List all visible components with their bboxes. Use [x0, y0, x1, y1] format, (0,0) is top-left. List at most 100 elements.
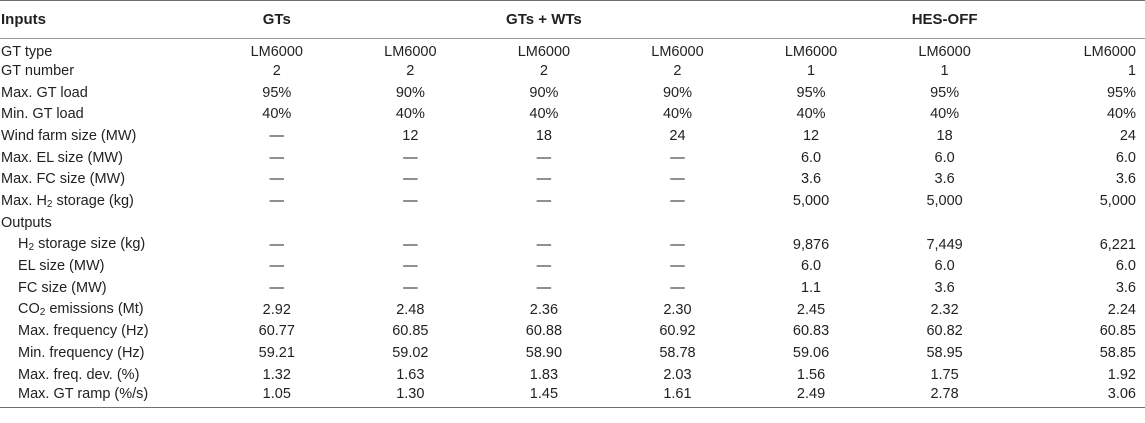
- table-cell: —: [536, 149, 552, 166]
- table-cell: 95%: [1106, 84, 1136, 101]
- table-cell: 40%: [662, 106, 692, 123]
- table-cell: 90%: [395, 84, 425, 101]
- table-cell: 60.83: [792, 323, 830, 340]
- table-cell: 2.48: [396, 301, 425, 318]
- table-cell: 6.0: [1115, 149, 1136, 166]
- table-cell: 1.05: [210, 385, 344, 408]
- table-row: Max. FC size (MW) — — — — 3.6 3.6 3.6: [0, 169, 1145, 191]
- table-cell: —: [536, 171, 552, 188]
- table-cell: 1.92: [1107, 366, 1136, 383]
- table-cell: LM6000: [1083, 43, 1136, 60]
- table-row: FC size (MW) — — — — 1.1 3.6 3.6: [0, 277, 1145, 299]
- table-cell: 9,876: [792, 236, 830, 253]
- table-cell: —: [269, 193, 285, 210]
- table-cell: 1: [1127, 63, 1136, 80]
- row-label: Max. EL size (MW): [1, 149, 123, 166]
- table-cell: 2.78: [877, 385, 1012, 408]
- row-label-subscript: 2: [46, 198, 53, 210]
- table-cell: 2.36: [529, 301, 559, 318]
- table-row: EL size (MW) — — — — 6.0 6.0 6.0: [0, 255, 1145, 277]
- table-cell: 12: [802, 128, 820, 145]
- table-cell: 3.06: [1011, 385, 1145, 408]
- table-cell: 60.82: [926, 323, 963, 340]
- table-cell: 1.75: [930, 366, 959, 383]
- table-cell: —: [269, 279, 285, 296]
- table-cell: LM6000: [784, 43, 838, 60]
- table-cell: 2: [673, 63, 682, 80]
- table-cell: 58.90: [525, 344, 563, 361]
- row-label-subscript: 2: [39, 307, 46, 319]
- table-cell: 40%: [930, 106, 960, 123]
- table-cell: 60.88: [525, 323, 563, 340]
- row-label-text: emissions (Mt): [45, 301, 144, 318]
- table-cell: —: [269, 236, 285, 253]
- header-inputs: Inputs: [0, 0, 210, 39]
- row-label: Max. GT load: [1, 84, 88, 101]
- table-cell: 60.85: [392, 323, 429, 340]
- table-cell: 2.92: [262, 301, 291, 318]
- table-row: Max. frequency (Hz) 60.77 60.85 60.88 60.92 6…: [0, 320, 1145, 342]
- table-cell: —: [670, 149, 685, 166]
- table-cell: 95%: [262, 84, 292, 101]
- table-cell: —: [670, 258, 685, 275]
- table-cell: [477, 212, 611, 234]
- table-cell: 6.0: [1115, 258, 1136, 275]
- table-cell: 40%: [529, 106, 559, 123]
- table-row: Wind farm size (MW) — 12 18 24 12 18 24: [0, 125, 1145, 147]
- table-row: Max. GT ramp (%/s) 1.05 1.30 1.45 1.61 2.49 2.…: [0, 385, 1145, 408]
- table-cell: —: [670, 279, 685, 296]
- table-cell: 1.45: [477, 385, 611, 408]
- table-cell: 1.63: [396, 366, 425, 383]
- table-cell: —: [536, 236, 552, 253]
- table-cell: —: [670, 236, 685, 253]
- table-row: GT number 2 2 2 2 1 1 1: [0, 60, 1145, 82]
- table-cell: 40%: [796, 106, 826, 123]
- table-cell: —: [403, 149, 418, 166]
- table-cell: 2.45: [796, 301, 826, 318]
- table-cell: 1.30: [343, 385, 478, 408]
- table-cell: 40%: [1106, 106, 1136, 123]
- table-cell: [344, 212, 478, 234]
- table-cell: 6.0: [934, 149, 955, 166]
- table-cell: 60.77: [258, 323, 295, 340]
- row-label: Max. freq. dev. (%): [18, 366, 140, 383]
- table-cell: 58.95: [926, 344, 963, 361]
- table-cell: LM6000: [651, 43, 704, 60]
- table-cell: —: [536, 258, 552, 275]
- table-cell: 5,000: [792, 193, 830, 210]
- row-label: Min. GT load: [1, 106, 84, 123]
- table-body: GT type LM6000 LM6000 LM6000 LM6000 LM6000 LM6…: [0, 39, 1145, 408]
- table-cell: —: [269, 258, 285, 275]
- table-cell: [611, 212, 745, 234]
- table-cell: 3.6: [800, 171, 822, 188]
- table-cell: LM6000: [250, 43, 303, 60]
- table-cell: —: [269, 171, 285, 188]
- row-label: Outputs: [1, 214, 52, 231]
- table-cell: 2: [406, 63, 415, 80]
- table-cell: —: [403, 279, 418, 296]
- table-cell: —: [403, 171, 418, 188]
- table-cell: LM6000: [384, 43, 437, 60]
- table-cell: LM6000: [918, 43, 971, 60]
- table-cell: —: [269, 128, 285, 145]
- row-label: Max. frequency (Hz): [18, 323, 149, 340]
- table-cell: 1: [806, 63, 816, 80]
- table-cell: 6,221: [1099, 236, 1136, 253]
- table-cell: 5,000: [926, 193, 963, 210]
- table-cell: 58.85: [1099, 344, 1136, 361]
- table-cell: [1011, 212, 1145, 234]
- table-row: Min. GT load 40% 40% 40% 40% 40% 40% 40%: [0, 104, 1145, 126]
- row-label-text: Max. H: [1, 192, 47, 209]
- table-cell: 1.32: [262, 366, 291, 383]
- table-cell: 1.56: [796, 366, 826, 383]
- table-cell: —: [536, 193, 552, 210]
- table-row: Max. EL size (MW) — — — — 6.0 6.0 6.0: [0, 147, 1145, 169]
- table-cell: —: [403, 193, 418, 210]
- table-cell: 60.85: [1099, 323, 1136, 340]
- table-cell: 3.6: [934, 279, 955, 296]
- row-label: Max. H2 storage (kg): [0, 190, 210, 212]
- table-cell: 59.02: [392, 344, 429, 361]
- table-cell: —: [670, 171, 685, 188]
- inputs-outputs-table: Inputs GTs GTs + WTs HES-OFF GT type LM60…: [0, 0, 1145, 408]
